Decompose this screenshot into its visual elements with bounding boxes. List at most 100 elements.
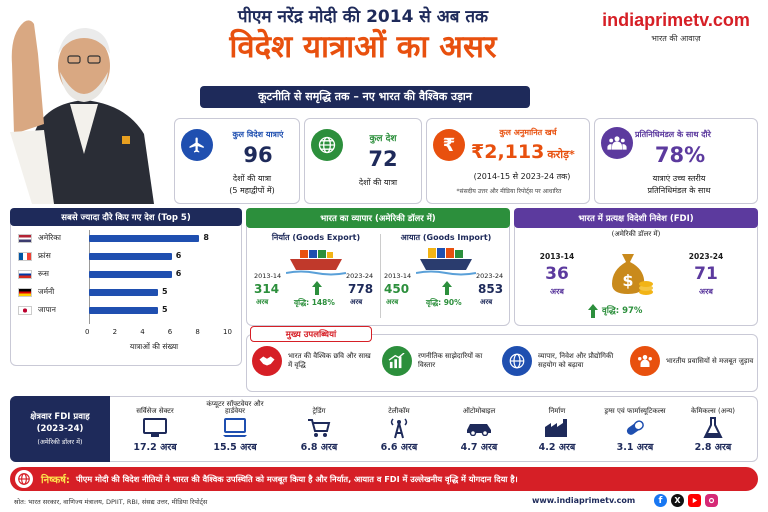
brand-tagline: भारत की आवाज़: [651, 34, 701, 43]
social-icons: f X: [654, 494, 718, 507]
achievement-text: भारतीय प्रवासियों से मजबूत जुड़ाव: [666, 356, 754, 365]
stat-value: ₹2,113: [471, 141, 545, 163]
factory-icon: [518, 416, 596, 440]
capsule-icon: [596, 416, 674, 440]
youtube-icon[interactable]: [688, 494, 701, 507]
stat-title: कुल देश: [369, 134, 397, 144]
sector-value: 15.5 अरब: [213, 442, 257, 453]
sector-item: ट्रेडिंग 6.8 अरब: [280, 398, 358, 453]
stat-value: 96: [243, 143, 273, 167]
stat-card-trips: कुल विदेश यात्राएं 96 देशों की यात्रा (5…: [174, 118, 300, 204]
stat-sub: (2014-15 से 2023-24 तक): [473, 172, 571, 181]
up-arrow-icon: [312, 280, 322, 295]
import-value1: 450: [384, 282, 410, 296]
conclusion-bar: निष्कर्ष: पीएम मोदी की विदेश नीतियों ने …: [10, 467, 758, 491]
import-label: आयात (Goods Import): [400, 233, 492, 242]
bar-value-label: 8: [203, 233, 209, 242]
export-unit2: अरब: [350, 298, 363, 306]
country-flag-icon: [18, 306, 32, 315]
sector-name: निर्माण: [548, 407, 566, 416]
import-year1: 2013-14: [384, 272, 412, 280]
money-bag-icon: $: [602, 248, 654, 302]
footer-site[interactable]: www.indiaprimetv.com: [532, 496, 636, 505]
bar-category-label: जर्मनी: [38, 287, 55, 296]
rupee-icon: ₹: [433, 129, 465, 161]
stat-unit: करोड़*: [547, 148, 575, 161]
fdi-unit: (अमेरिकी डॉलर में): [611, 230, 661, 238]
brand-logo[interactable]: indiaprimetv.com भारत की आवाज़: [590, 10, 762, 44]
globe-icon: [311, 129, 343, 161]
chart-bar: [89, 271, 172, 278]
sector-value: 4.7 अरब: [460, 442, 498, 453]
x-icon[interactable]: X: [671, 494, 684, 507]
sector-item: निर्माण 4.2 अरब: [518, 398, 596, 453]
sector-value: 4.2 अरब: [538, 442, 576, 453]
sector-item: कंप्यूटर सॉफ्टवेयर और हार्डवेयर 15.5 अरब: [196, 398, 274, 453]
sectoral-unit: (अमेरिकी डॉलर में): [37, 437, 83, 446]
top5-title: सबसे ज्यादा दौरे किए गए देश (Top 5): [10, 208, 242, 226]
people-icon: [601, 127, 633, 159]
sector-name: ड्रग्स एवं फार्मास्यूटिकल्स: [604, 407, 666, 416]
sector-name: सर्विसेज सेक्टर: [136, 407, 174, 416]
trade-title: भारत का व्यापार (अमेरिकी डॉलर में): [246, 208, 510, 228]
stat-value: 72: [368, 147, 398, 171]
header-line1: पीएम नरेंद्र मोदी की 2014 से अब तक: [237, 7, 489, 27]
stat-sub: देशों की यात्रा: [358, 178, 398, 187]
country-flag-icon: [18, 288, 32, 297]
x-tick-label: 10: [223, 328, 232, 336]
stat-value: 78%: [654, 143, 706, 167]
x-tick-label: 2: [112, 328, 118, 336]
sectoral-header: क्षेत्रवार FDI प्रवाह (2023-24) (अमेरिकी…: [10, 396, 110, 462]
trade-divider: [380, 234, 381, 318]
airplane-icon: [181, 129, 213, 161]
stat-note: *संसदीय उत्तर और मीडिया रिपोर्ट्स पर आधा…: [456, 188, 562, 195]
stat-value-row: ₹2,113 करोड़*: [471, 141, 589, 163]
growth-chart-icon: [382, 346, 412, 376]
cart-icon: [280, 416, 358, 440]
sector-name: ट्रेडिंग: [312, 407, 326, 416]
fdi-year2: 2023-24: [688, 252, 724, 261]
monitor-icon: [116, 416, 194, 440]
bar-value-label: 6: [175, 269, 182, 278]
sectoral-title: क्षेत्रवार FDI प्रवाह (2023-24): [30, 412, 90, 434]
stat-title: कुल अनुमानित खर्च: [499, 128, 557, 137]
bar-category-label: फ्रांस: [38, 251, 51, 260]
country-flag-icon: [18, 252, 32, 261]
import-unit2: अरब: [480, 298, 493, 306]
export-block: निर्यात (Goods Export) 2013-14 314 अरब व…: [254, 232, 378, 324]
export-growth: वृद्धि: 148%: [294, 298, 335, 307]
up-arrow-icon: [588, 303, 598, 318]
conclusion-text: पीएम मोदी की विदेश नीतियों ने भारत की वै…: [75, 473, 518, 484]
bar-category-label: रूस: [38, 269, 49, 278]
stat-title: प्रतिनिधिमंडल के साथ दौरे: [635, 130, 711, 139]
stat-title: कुल विदेश यात्राएं: [232, 130, 284, 139]
stat-sub2: (5 महाद्वीपों में): [229, 186, 275, 195]
globe-icon: [15, 470, 33, 488]
export-year1: 2013-14: [254, 272, 282, 280]
sector-item: केमिकल्स (अन्य) 2.8 अरब: [674, 398, 752, 453]
achievement-item: भारतीय प्रवासियों से मजबूत जुड़ाव: [630, 346, 754, 376]
export-year2: 2023-24: [346, 272, 374, 280]
sector-value: 6.6 अरब: [380, 442, 418, 453]
sector-item: सर्विसेज सेक्टर 17.2 अरब: [116, 398, 194, 453]
fdi-unit1: अरब: [550, 287, 564, 296]
sector-name: केमिकल्स (अन्य): [691, 407, 735, 416]
facebook-icon[interactable]: f: [654, 494, 667, 507]
sector-value: 2.8 अरब: [694, 442, 732, 453]
chart-bar: [89, 253, 172, 260]
bar-value-label: 5: [162, 287, 168, 296]
import-unit1: अरब: [386, 298, 399, 306]
chart-bar: [89, 235, 200, 242]
export-unit1: अरब: [256, 298, 269, 306]
fdi-value1: 36: [545, 264, 569, 284]
sector-item: ऑटोमोबाइल 4.7 अरब: [440, 398, 518, 453]
x-tick-label: 0: [85, 328, 90, 336]
instagram-icon[interactable]: [705, 494, 718, 507]
achievements-title: मुख्य उपलब्धियां: [250, 326, 372, 342]
header-subtitle: कूटनीति से समृद्धि तक – नए भारत की वैश्व…: [200, 86, 530, 108]
leader-portrait: [4, 4, 164, 204]
globe-icon: [502, 346, 532, 376]
handshake-icon: [252, 346, 282, 376]
sector-value: 6.8 अरब: [300, 442, 338, 453]
computer-icon: [196, 416, 274, 440]
